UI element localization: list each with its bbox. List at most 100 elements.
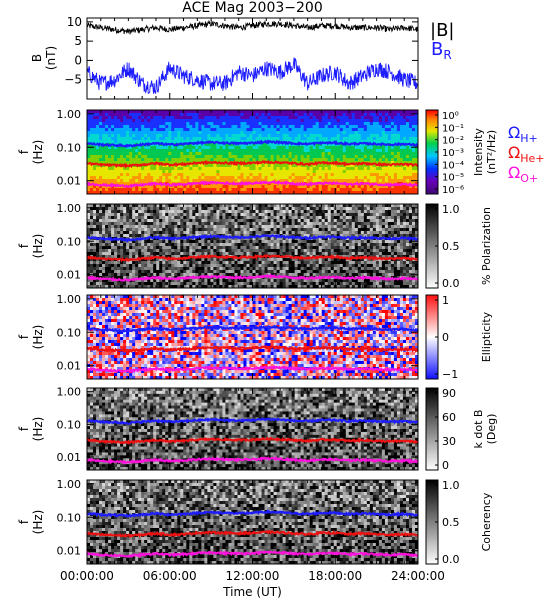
- heatmap-cell: [174, 255, 178, 259]
- heatmap-cell: [87, 231, 91, 235]
- heatmap-cell: [189, 231, 193, 235]
- heatmap-cell: [147, 225, 151, 229]
- heatmap-cell: [303, 134, 308, 138]
- heatmap-cell: [312, 252, 317, 256]
- heatmap-cell: [282, 252, 286, 256]
- heatmap-cell: [345, 110, 350, 114]
- heatmap-cell: [231, 228, 235, 232]
- heatmap-cell: [237, 131, 241, 135]
- heatmap-cell: [237, 155, 241, 159]
- heatmap-cell: [162, 170, 166, 174]
- heatmap-cell: [243, 188, 247, 192]
- heatmap-cell: [177, 222, 181, 226]
- heatmap-cell: [390, 134, 395, 138]
- heatmap-cell: [123, 110, 127, 114]
- heatmap-cell: [135, 152, 139, 156]
- heatmap-cell: [219, 128, 223, 132]
- heatmap-cell: [327, 228, 332, 232]
- heatmap-cell: [318, 176, 323, 180]
- heatmap-cell: [114, 219, 118, 223]
- heatmap-cell: [372, 204, 377, 208]
- heatmap-cell: [177, 252, 181, 256]
- heatmap-cell: [90, 210, 94, 214]
- heatmap-cell: [135, 149, 139, 153]
- heatmap-cell: [93, 179, 97, 183]
- heatmap-cell: [276, 173, 280, 177]
- heatmap-cell: [396, 216, 401, 220]
- heatmap-cell: [252, 252, 256, 256]
- heatmap-cell: [135, 134, 139, 138]
- heatmap-cell: [189, 243, 193, 247]
- heatmap-cell: [213, 143, 217, 147]
- heatmap-cell: [153, 152, 157, 156]
- heatmap-cell: [216, 219, 220, 223]
- heatmap-cell: [240, 185, 244, 189]
- heatmap-cell: [213, 170, 217, 174]
- heatmap-cell: [192, 216, 196, 220]
- heatmap-cell: [396, 252, 401, 256]
- heatmap-cell: [207, 125, 211, 129]
- heatmap-cell: [285, 125, 290, 129]
- heatmap-cell: [138, 149, 142, 153]
- heatmap-cell: [162, 249, 166, 253]
- heatmap-cell: [330, 146, 335, 150]
- heatmap-cell: [192, 191, 196, 195]
- heatmap-cell: [279, 134, 283, 138]
- heatmap-cell: [207, 243, 211, 247]
- heatmap-cell: [162, 234, 166, 238]
- heatmap-cell: [126, 146, 130, 150]
- heatmap-cell: [369, 140, 374, 144]
- heatmap-cell: [336, 137, 341, 141]
- heatmap-cell: [408, 225, 413, 229]
- heatmap-cell: [186, 128, 190, 132]
- heatmap-cell: [120, 219, 124, 223]
- heatmap-cell: [273, 219, 277, 223]
- heatmap-cell: [93, 191, 97, 195]
- heatmap-cell: [321, 128, 326, 132]
- heatmap-cell: [111, 219, 115, 223]
- heatmap-cell: [360, 164, 365, 168]
- heatmap-cell: [324, 204, 329, 208]
- heatmap-cell: [159, 110, 163, 114]
- heatmap-cell: [288, 113, 293, 117]
- heatmap-cell: [255, 240, 259, 244]
- heatmap-cell: [132, 158, 136, 162]
- heatmap-cell: [201, 146, 205, 150]
- heatmap-cell: [267, 170, 271, 174]
- heatmap-cell: [246, 249, 250, 253]
- heatmap-cell: [387, 179, 392, 183]
- heatmap-cell: [240, 155, 244, 159]
- heatmap-cell: [240, 179, 244, 183]
- heatmap-cell: [315, 173, 320, 177]
- heatmap-cell: [399, 237, 404, 241]
- heatmap-cell: [114, 225, 118, 229]
- heatmap-cell: [126, 173, 130, 177]
- heatmap-cell: [96, 255, 100, 259]
- heatmap-cell: [228, 207, 232, 211]
- heatmap-cell: [357, 191, 362, 195]
- heatmap-cell: [156, 146, 160, 150]
- heatmap-cell: [342, 155, 347, 159]
- heatmap-cell: [186, 110, 190, 114]
- heatmap-cell: [180, 119, 184, 123]
- heatmap-cell: [126, 116, 130, 120]
- heatmap-cell: [357, 113, 362, 117]
- heatmap-cell: [345, 137, 350, 141]
- heatmap-cell: [93, 246, 97, 250]
- heatmap-cell: [87, 249, 91, 253]
- heatmap-cell: [204, 216, 208, 220]
- heatmap-cell: [186, 231, 190, 235]
- heatmap-cell: [96, 216, 100, 220]
- heatmap-cell: [339, 225, 344, 229]
- heatmap-cell: [99, 219, 103, 223]
- heatmap-cell: [336, 113, 341, 117]
- heatmap-cell: [180, 255, 184, 259]
- heatmap-cell: [162, 155, 166, 159]
- heatmap-cell: [180, 243, 184, 247]
- heatmap-cell: [162, 246, 166, 250]
- heatmap-cell: [132, 252, 136, 256]
- heatmap-cell: [174, 146, 178, 150]
- heatmap-cell: [129, 116, 133, 120]
- heatmap-cell: [186, 185, 190, 189]
- heatmap-cell: [297, 131, 302, 135]
